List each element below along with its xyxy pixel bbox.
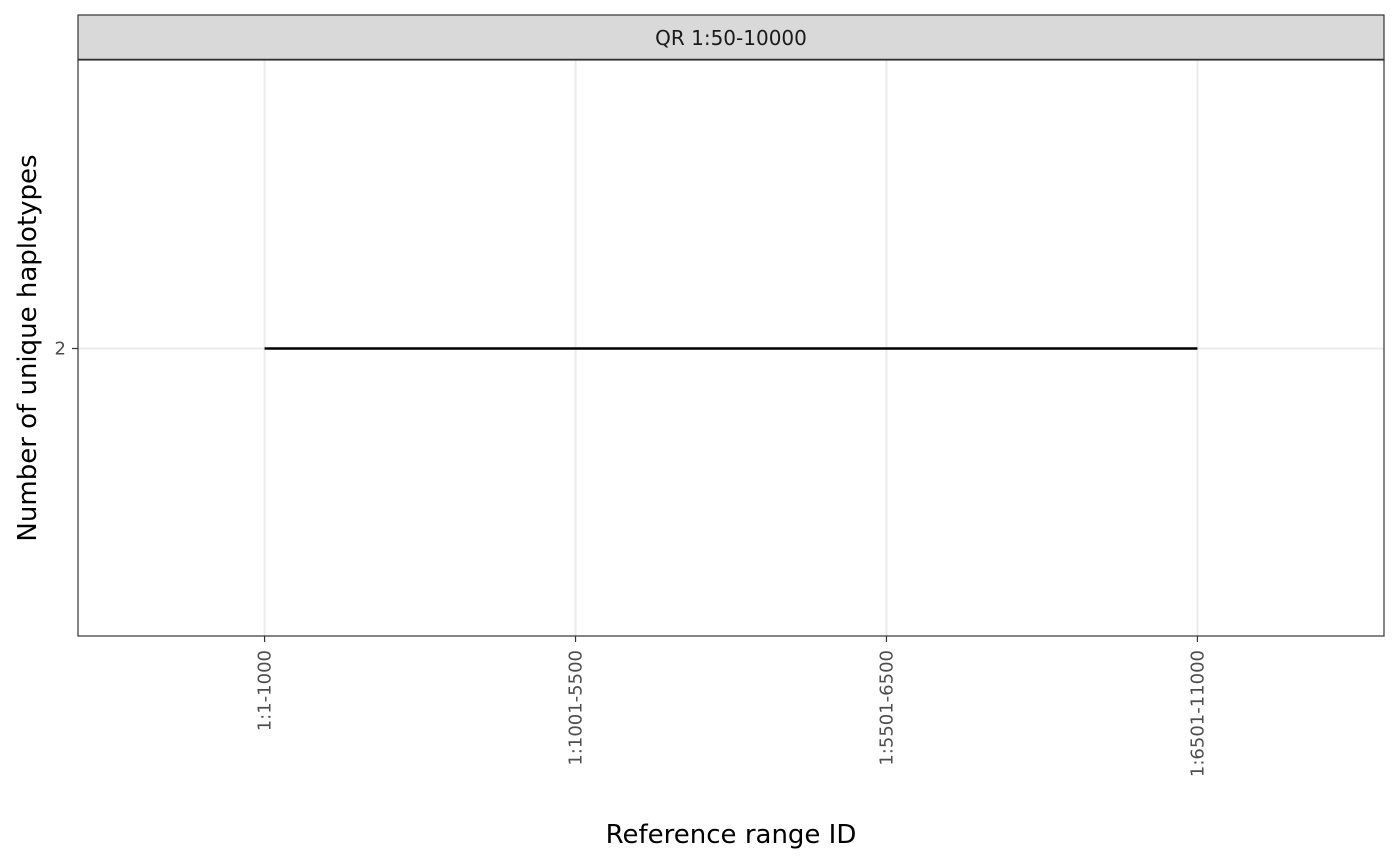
x-axis: 1:1-1000 1:1001-5500 1:5501-6500 1:6501-110… <box>255 636 1208 777</box>
x-axis-title: Reference range ID <box>606 820 857 850</box>
y-axis: 2 <box>55 339 78 360</box>
y-axis-title: Number of unique haplotypes <box>13 154 43 541</box>
strip-background <box>77 14 1385 61</box>
y-tick-label: 2 <box>55 339 66 360</box>
x-tick-label: 1:6501-11000 <box>1187 650 1208 777</box>
facet-strip-label: QR 1:50-10000 <box>655 26 807 50</box>
x-tick-label: 1:5501-6500 <box>876 650 897 766</box>
x-tick-label: 1:1001-5500 <box>566 650 587 766</box>
x-tick-label: 1:1-1000 <box>255 650 276 731</box>
